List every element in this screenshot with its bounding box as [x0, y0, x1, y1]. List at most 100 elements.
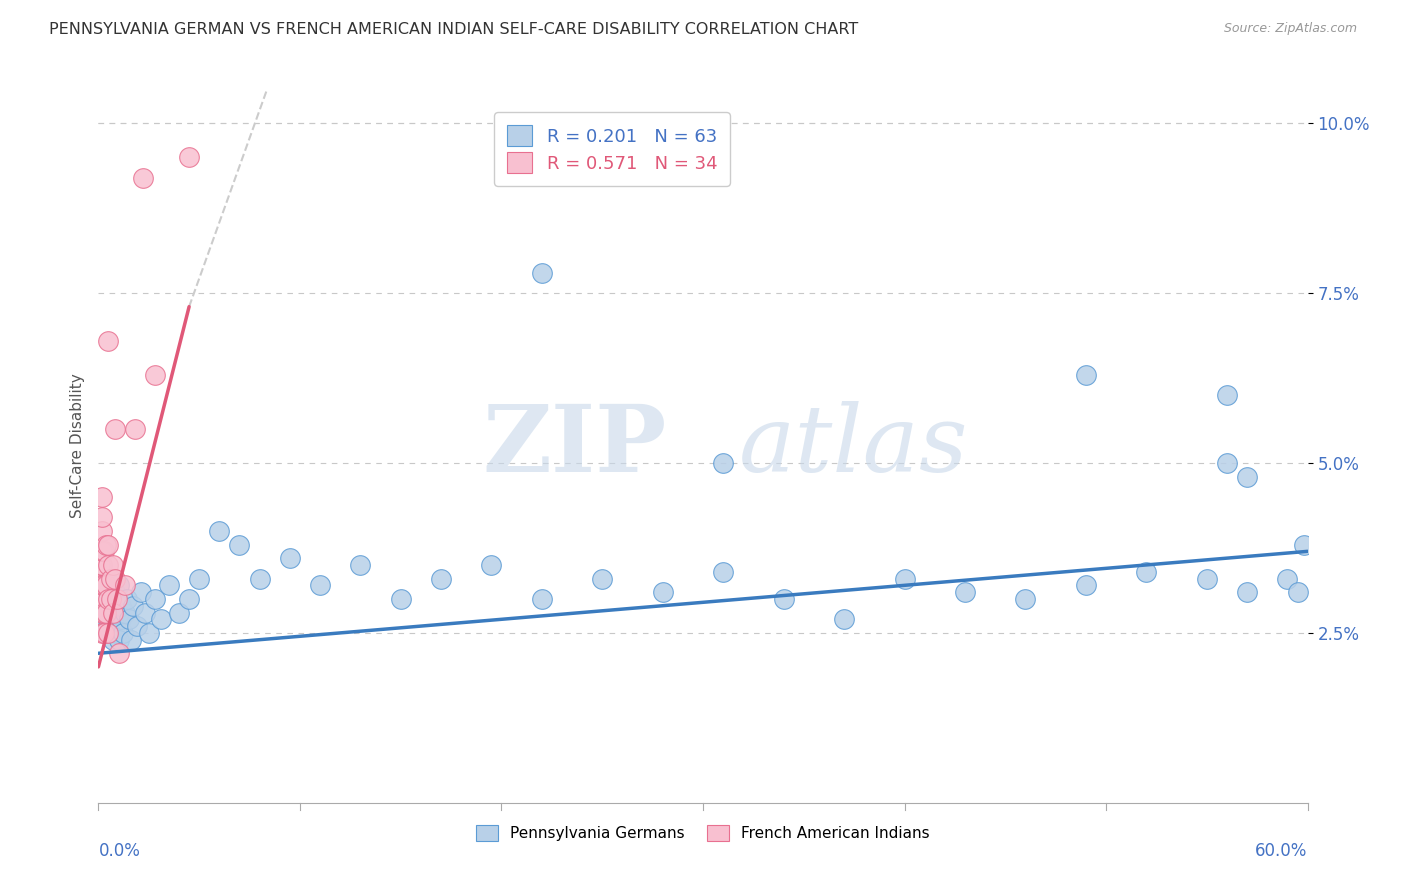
- Point: [105, 626, 128, 640]
- Point: [530, 266, 553, 280]
- Legend: Pennsylvania Germans, French American Indians: Pennsylvania Germans, French American In…: [468, 817, 938, 848]
- Point: [100, 599, 122, 613]
- Point: [91, 591, 114, 606]
- Text: ZIP: ZIP: [482, 401, 666, 491]
- Point: [96, 606, 118, 620]
- Point: [711, 456, 734, 470]
- Point: [91, 510, 114, 524]
- Point: [96, 578, 118, 592]
- Point: [107, 632, 129, 647]
- Point: [893, 572, 915, 586]
- Point: [167, 606, 190, 620]
- Point: [1286, 585, 1309, 599]
- Point: [110, 612, 132, 626]
- Point: [309, 578, 332, 592]
- Point: [93, 578, 115, 592]
- Point: [97, 558, 120, 572]
- Point: [430, 572, 453, 586]
- Point: [100, 591, 122, 606]
- Point: [101, 632, 124, 647]
- Point: [1236, 585, 1258, 599]
- Point: [96, 599, 118, 613]
- Point: [107, 646, 129, 660]
- Point: [91, 490, 114, 504]
- Point: [129, 585, 152, 599]
- Point: [96, 626, 118, 640]
- Point: [1074, 578, 1097, 592]
- Point: [143, 368, 166, 382]
- Point: [143, 591, 166, 606]
- Point: [93, 612, 115, 626]
- Point: [101, 606, 124, 620]
- Point: [97, 606, 120, 620]
- Point: [138, 626, 160, 640]
- Point: [1216, 456, 1239, 470]
- Point: [208, 524, 231, 538]
- Point: [114, 578, 136, 592]
- Point: [953, 585, 976, 599]
- Text: PENNSYLVANIA GERMAN VS FRENCH AMERICAN INDIAN SELF-CARE DISABILITY CORRELATION C: PENNSYLVANIA GERMAN VS FRENCH AMERICAN I…: [49, 22, 859, 37]
- Point: [91, 524, 114, 538]
- Point: [121, 599, 143, 613]
- Point: [111, 626, 134, 640]
- Point: [1195, 572, 1218, 586]
- Point: [278, 551, 301, 566]
- Point: [107, 578, 129, 592]
- Point: [100, 572, 122, 586]
- Point: [124, 422, 146, 436]
- Point: [89, 558, 111, 572]
- Point: [179, 591, 201, 606]
- Point: [100, 572, 122, 586]
- Point: [89, 572, 111, 586]
- Point: [97, 619, 120, 633]
- Point: [228, 537, 250, 551]
- Point: [91, 626, 114, 640]
- Point: [711, 565, 734, 579]
- Point: [591, 572, 613, 586]
- Point: [101, 558, 124, 572]
- Point: [91, 558, 114, 572]
- Point: [103, 619, 125, 633]
- Point: [97, 585, 120, 599]
- Point: [103, 585, 125, 599]
- Point: [125, 619, 148, 633]
- Point: [93, 578, 115, 592]
- Point: [107, 606, 129, 620]
- Point: [1292, 537, 1315, 551]
- Point: [91, 606, 114, 620]
- Point: [97, 591, 120, 606]
- Text: 0.0%: 0.0%: [98, 842, 141, 860]
- Point: [103, 422, 125, 436]
- Point: [120, 632, 142, 647]
- Point: [1277, 572, 1299, 586]
- Point: [149, 612, 172, 626]
- Point: [89, 591, 111, 606]
- Point: [1135, 565, 1157, 579]
- Point: [105, 591, 128, 606]
- Point: [93, 626, 115, 640]
- Point: [389, 591, 412, 606]
- Point: [118, 612, 141, 626]
- Point: [188, 572, 211, 586]
- Point: [132, 170, 155, 185]
- Point: [349, 558, 371, 572]
- Point: [115, 591, 138, 606]
- Point: [179, 150, 201, 164]
- Point: [97, 334, 120, 348]
- Point: [832, 612, 855, 626]
- Point: [93, 544, 115, 558]
- Point: [1236, 469, 1258, 483]
- Y-axis label: Self-Care Disability: Self-Care Disability: [69, 374, 84, 518]
- Point: [91, 544, 114, 558]
- Point: [103, 572, 125, 586]
- Point: [96, 537, 118, 551]
- Point: [651, 585, 673, 599]
- Point: [91, 578, 114, 592]
- Point: [134, 606, 156, 620]
- Point: [101, 606, 124, 620]
- Point: [157, 578, 180, 592]
- Point: [114, 606, 136, 620]
- Point: [530, 591, 553, 606]
- Point: [1074, 368, 1097, 382]
- Point: [105, 591, 128, 606]
